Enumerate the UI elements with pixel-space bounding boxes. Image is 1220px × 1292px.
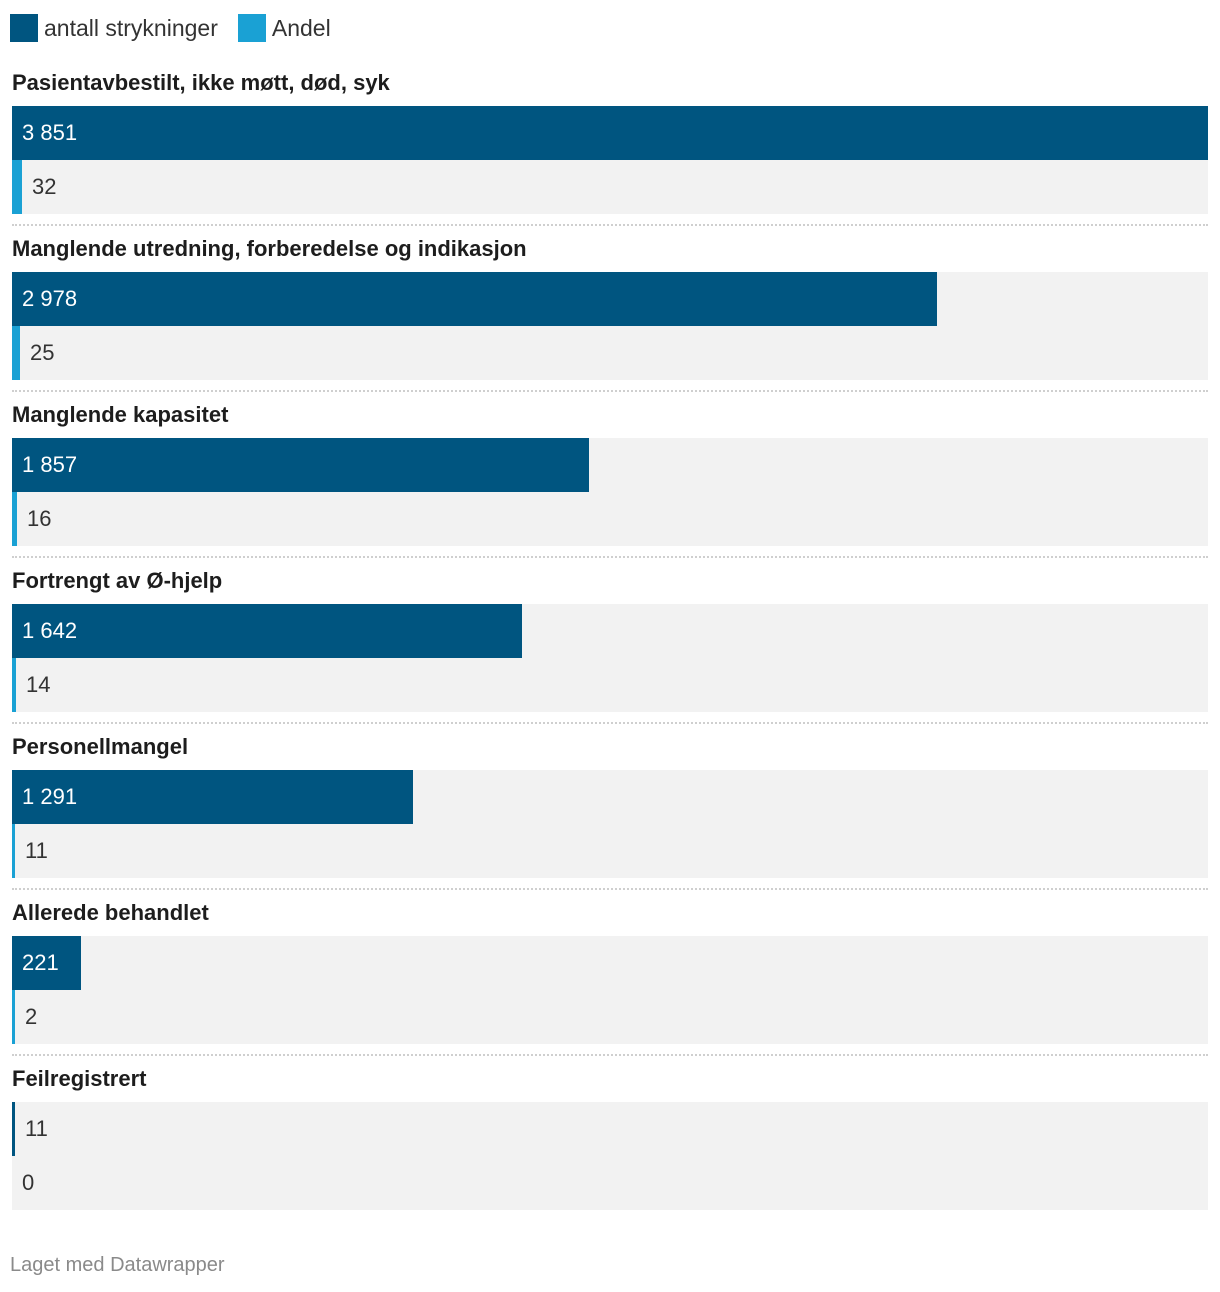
bar-track: 11 — [12, 824, 1208, 878]
bar-track: 0 — [12, 1156, 1208, 1210]
value-label-antall-strykninger: 1 291 — [22, 784, 78, 809]
bar-track: 3 851 — [12, 106, 1208, 160]
bar-andel — [12, 824, 15, 878]
legend: antall strykninger Andel — [10, 13, 351, 43]
bar-andel — [12, 990, 15, 1044]
category-label: Personellmangel — [12, 734, 189, 759]
bar-track: 16 — [12, 492, 1208, 546]
legend-label-andel: Andel — [271, 14, 331, 41]
legend-item-antall-strykninger: antall strykninger — [10, 14, 218, 42]
legend-item-andel: Andel — [237, 14, 331, 42]
category-label: Manglende kapasitet — [12, 402, 229, 427]
bar-antall-strykninger — [12, 438, 589, 492]
legend-label-antall-strykninger: antall strykninger — [44, 14, 218, 41]
value-label-antall-strykninger: 1 642 — [22, 618, 78, 643]
category-group: Feilregistrert 11 0 — [12, 1062, 1208, 1228]
bar-track: 2 978 — [12, 272, 1208, 326]
bar-antall-strykninger — [12, 272, 937, 326]
value-label-andel: 2 — [25, 1004, 38, 1029]
value-label-andel: 25 — [30, 340, 55, 365]
bar-andel — [12, 160, 22, 214]
bar-antall-strykninger — [12, 604, 522, 658]
bar-track: 25 — [12, 326, 1208, 380]
value-label-antall-strykninger: 11 — [25, 1116, 48, 1141]
value-label-andel: 32 — [32, 174, 57, 199]
bar-track: 1 857 — [12, 438, 1208, 492]
value-label-antall-strykninger: 221 — [22, 950, 59, 975]
category-label: Manglende utredning, forberedelse og ind… — [12, 236, 527, 261]
category-group: Manglende kapasitet 1 857 16 — [12, 398, 1208, 564]
bar-andel — [12, 326, 20, 380]
category-group: Pasientavbestilt, ikke møtt, død, syk 3 8… — [12, 66, 1208, 232]
bar-track: 14 — [12, 658, 1208, 712]
bar-antall-strykninger — [12, 1102, 15, 1156]
category-label: Allerede behandlet — [12, 900, 209, 925]
group-separator — [12, 1054, 1208, 1056]
category-group: Personellmangel 1 291 11 — [12, 730, 1208, 896]
category-group: Fortrengt av Ø-hjelp 1 642 14 — [12, 564, 1208, 730]
value-label-antall-strykninger: 1 857 — [22, 452, 78, 477]
category-group: Manglende utredning, forberedelse og ind… — [12, 232, 1208, 398]
bar-antall-strykninger — [12, 936, 81, 990]
value-label-andel: 16 — [27, 506, 52, 531]
bar-track: 2 — [12, 990, 1208, 1044]
group-separator — [12, 224, 1208, 226]
bar-andel — [12, 658, 16, 712]
group-separator — [12, 722, 1208, 724]
category-group: Allerede behandlet 221 2 — [12, 896, 1208, 1062]
bar-track: 1 291 — [12, 770, 1208, 824]
value-label-antall-strykninger: 3 851 — [22, 120, 78, 145]
legend-swatch-andel — [237, 14, 266, 42]
bar-antall-strykninger — [12, 106, 1208, 160]
group-separator — [12, 888, 1208, 890]
category-label: Feilregistrert — [12, 1066, 147, 1091]
bar-andel — [12, 492, 17, 546]
bar-track: 32 — [12, 160, 1208, 214]
category-label: Pasientavbestilt, ikke møtt, død, syk — [12, 70, 390, 95]
value-label-andel: 11 — [25, 838, 48, 863]
footer-credit: Laget med Datawrapper — [10, 1254, 225, 1276]
bar-antall-strykninger — [12, 770, 413, 824]
group-separator — [12, 390, 1208, 392]
bar-track: 1 642 — [12, 604, 1208, 658]
group-separator — [12, 556, 1208, 558]
bar-chart: Pasientavbestilt, ikke møtt, død, syk 3 8… — [12, 66, 1208, 1228]
bar-track: 221 — [12, 936, 1208, 990]
value-label-andel: 14 — [26, 672, 51, 697]
category-label: Fortrengt av Ø-hjelp — [12, 568, 223, 593]
value-label-antall-strykninger: 2 978 — [22, 286, 78, 311]
legend-swatch-antall-strykninger — [10, 14, 38, 42]
value-label-andel: 0 — [22, 1170, 35, 1195]
bar-track: 11 — [12, 1102, 1208, 1156]
